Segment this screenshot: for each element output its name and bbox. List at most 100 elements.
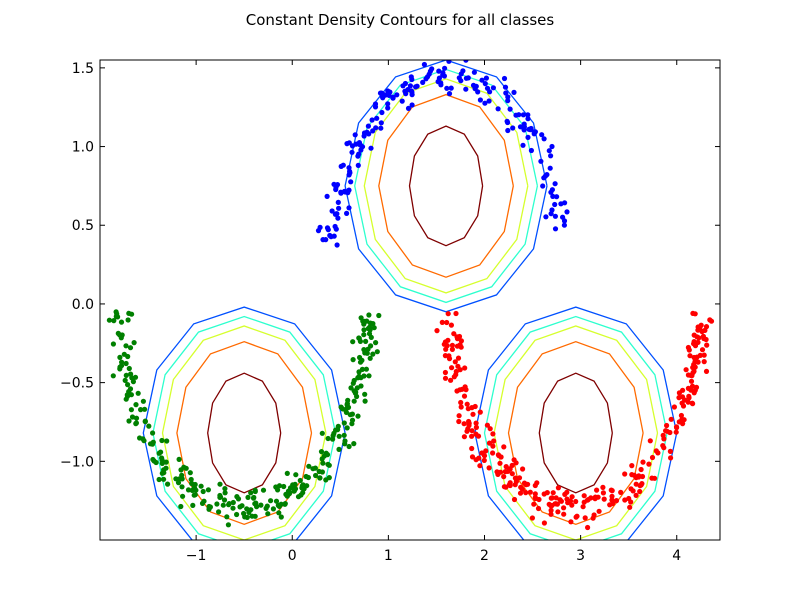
point-0-143 xyxy=(378,125,384,131)
point-0-183 xyxy=(546,148,552,154)
point-2-215 xyxy=(469,428,475,434)
point-2-66 xyxy=(501,444,507,450)
point-1-59 xyxy=(356,369,362,375)
point-2-225 xyxy=(590,515,596,521)
point-0-136 xyxy=(335,215,341,221)
point-1-126 xyxy=(222,490,228,496)
point-1-274 xyxy=(319,469,325,475)
point-1-162 xyxy=(252,513,258,519)
point-2-44 xyxy=(541,520,548,526)
point-2-100 xyxy=(561,505,567,511)
point-1-243 xyxy=(361,332,367,338)
point-2-94 xyxy=(628,486,634,492)
point-0-193 xyxy=(335,199,341,205)
point-2-75 xyxy=(448,377,454,383)
point-1-22 xyxy=(234,511,240,518)
point-1-236 xyxy=(225,522,231,528)
point-2-248 xyxy=(703,324,710,330)
point-0-190 xyxy=(528,125,534,132)
point-2-169 xyxy=(516,475,523,481)
point-0-40 xyxy=(413,84,419,90)
point-2-293 xyxy=(446,353,452,359)
point-0-87 xyxy=(463,60,469,63)
point-0-169 xyxy=(549,143,555,150)
point-2-54 xyxy=(582,515,588,521)
point-0-47 xyxy=(552,181,558,187)
point-1-186 xyxy=(351,398,357,404)
point-1-51 xyxy=(188,476,194,483)
point-2-133 xyxy=(609,493,615,499)
point-1-272 xyxy=(250,495,257,501)
point-1-105 xyxy=(165,481,171,487)
point-0-168 xyxy=(329,208,335,214)
contour-lines xyxy=(142,60,678,540)
point-2-233 xyxy=(609,497,615,503)
point-0-192 xyxy=(554,194,560,200)
point-1-55 xyxy=(146,423,152,429)
point-2-67 xyxy=(527,489,533,495)
point-2-35 xyxy=(646,461,652,467)
point-0-181 xyxy=(358,142,364,148)
point-0-78 xyxy=(495,106,501,112)
contour-0-3 xyxy=(354,68,539,304)
point-0-52 xyxy=(368,145,374,151)
point-2-270 xyxy=(608,487,614,493)
point-0-191 xyxy=(380,95,386,101)
chart-title: Constant Density Contours for all classe… xyxy=(246,11,555,29)
point-0-114 xyxy=(458,78,464,84)
point-0-96 xyxy=(346,140,352,146)
point-1-297 xyxy=(341,432,347,438)
point-2-85 xyxy=(667,429,673,436)
point-1-95 xyxy=(312,465,318,471)
point-0-32 xyxy=(540,183,546,189)
point-2-283 xyxy=(449,346,455,352)
point-1-255 xyxy=(110,373,116,379)
point-2-277 xyxy=(532,491,538,497)
point-1-227 xyxy=(163,465,169,471)
point-2-153 xyxy=(452,359,458,365)
point-1-229 xyxy=(191,492,197,498)
point-0-133 xyxy=(333,226,339,232)
contour-0-0 xyxy=(408,125,484,247)
point-1-166 xyxy=(341,420,347,426)
point-0-140 xyxy=(552,226,559,232)
point-2-31 xyxy=(449,342,455,348)
point-0-95 xyxy=(513,112,519,118)
point-1-54 xyxy=(125,317,131,323)
point-2-267 xyxy=(457,367,463,373)
point-2-87 xyxy=(458,338,464,344)
point-1-233 xyxy=(350,357,356,363)
point-1-232 xyxy=(176,476,182,482)
contour-1-4 xyxy=(142,306,346,540)
point-2-108 xyxy=(553,495,559,501)
point-1-282 xyxy=(357,359,364,365)
point-2-201 xyxy=(486,440,493,446)
point-1-283 xyxy=(361,327,367,333)
point-0-131 xyxy=(463,75,469,81)
point-1-76 xyxy=(355,413,361,419)
point-2-123 xyxy=(469,445,475,452)
point-1-221 xyxy=(376,312,382,319)
point-2-186 xyxy=(496,453,502,459)
point-1-148 xyxy=(150,456,156,463)
point-2-179 xyxy=(507,480,513,486)
point-2-82 xyxy=(580,504,586,510)
point-2-298 xyxy=(453,310,459,317)
point-0-107 xyxy=(346,165,352,171)
point-2-141 xyxy=(490,450,496,456)
point-2-148 xyxy=(613,498,620,504)
point-2-284 xyxy=(626,495,632,502)
point-2-172 xyxy=(497,469,504,475)
point-2-257 xyxy=(461,421,467,427)
point-2-222 xyxy=(696,324,703,330)
x-tick-label-1: 0 xyxy=(288,548,297,564)
point-2-45 xyxy=(699,347,706,353)
point-1-131 xyxy=(356,335,362,341)
point-0-100 xyxy=(409,102,415,108)
point-1-284 xyxy=(278,514,284,520)
point-0-103 xyxy=(458,71,464,77)
point-0-127 xyxy=(463,86,469,92)
point-0-2 xyxy=(365,123,371,129)
point-1-238 xyxy=(363,338,369,344)
point-2-30 xyxy=(701,352,707,358)
